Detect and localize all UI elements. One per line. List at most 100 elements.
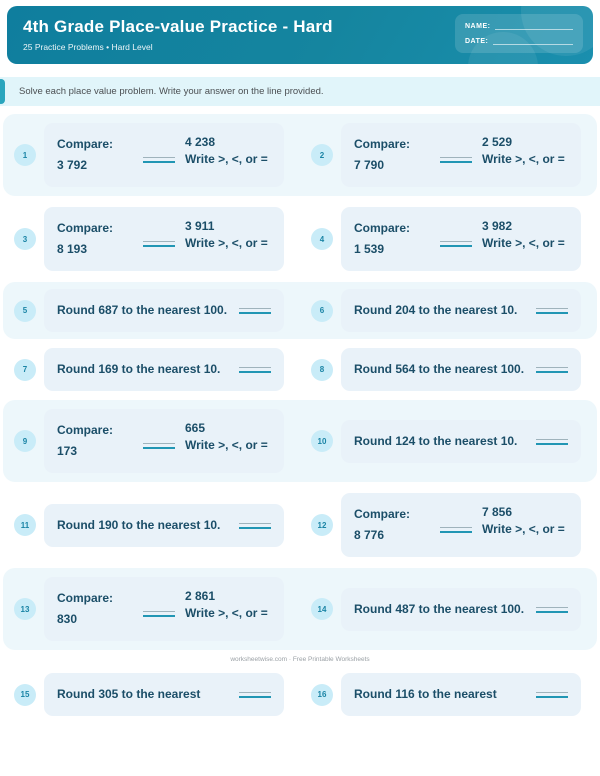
answer-blank[interactable] [536,367,568,373]
answer-blank[interactable] [440,157,472,163]
problem-number-badge: 3 [14,228,36,250]
problem-cell: 1 Compare: 3 792 4 238 Write >, <, or = [3,123,300,187]
answer-blank[interactable] [440,527,472,533]
problem-card: Round 564 to the nearest 100. [341,348,581,391]
round-problem-text: Round 305 to the nearest [57,687,201,701]
problem-number-badge: 5 [14,299,36,322]
compare-left-block: Compare: 173 [57,420,133,462]
compare-right-block: 7 856 Write >, <, or = [482,504,568,546]
compare-right-block: 4 238 Write >, <, or = [185,134,271,176]
answer-line-bottom [536,371,568,373]
problem-number-badge: 8 [311,358,333,381]
round-problem-text: Round 169 to the nearest 10. [57,362,221,376]
answer-blank[interactable] [239,692,271,698]
answer-blank[interactable] [239,367,271,373]
answer-line-top [239,308,271,309]
problem-card: Round 487 to the nearest 100. [341,587,581,631]
answer-line-bottom [239,696,271,698]
problem-card: Compare: 173 665 Write >, <, or = [44,409,284,473]
problem-card: Round 124 to the nearest 10. [341,419,581,463]
problem-row: 1 Compare: 3 792 4 238 Write >, <, or = 2 Comp… [3,114,597,196]
round-problem-text: Round 116 to the nearest [354,687,497,701]
problem-cell: 11 Round 190 to the nearest 10. [3,493,300,557]
problem-card: Compare: 8 776 7 856 Write >, <, or = [341,493,581,557]
compare-right-block: 2 529 Write >, <, or = [482,134,568,176]
problem-number-badge: 1 [14,144,36,166]
problem-cell: 3 Compare: 8 193 3 911 Write >, <, or = [3,207,300,271]
problem-cell: 8 Round 564 to the nearest 100. [300,348,597,391]
round-problem-text: Round 687 to the nearest 100. [57,303,228,317]
answer-line-bottom [143,615,175,617]
answer-line-top [143,241,175,242]
answer-line-bottom [536,610,568,613]
page-title: 4th Grade Place-value Practice - Hard [23,17,333,36]
answer-line-top [239,367,271,368]
name-label: NAME: [465,23,491,30]
compare-right-block: 665 Write >, <, or = [185,420,271,462]
compare-left-block: Compare: 830 [57,588,133,630]
problem-number-badge: 11 [14,514,36,536]
problem-number-badge: 9 [14,430,36,452]
answer-blank[interactable] [536,606,568,613]
round-problem-text: Round 204 to the nearest 10. [354,303,518,317]
problem-card: Round 169 to the nearest 10. [44,348,284,391]
problem-row: 9 Compare: 173 665 Write >, <, or = 10 Round 1… [3,400,597,482]
watermark-text: worksheetwise.com · Free Printable Works… [230,656,370,663]
compare-second-number: 2 861 [185,589,216,603]
problem-card: Round 687 to the nearest 100. [44,289,284,332]
problem-row: 11 Round 190 to the nearest 10. 12 Compare:… [3,484,597,566]
write-hint: Write >, <, or = [185,438,268,453]
date-write-line[interactable] [493,37,573,45]
problem-cell: 14 Round 487 to the nearest 100. [300,577,597,641]
compare-right-block: 3 911 Write >, <, or = [185,218,271,260]
name-write-line[interactable] [495,22,573,30]
round-problem-text: Round 124 to the nearest 10. [354,433,518,448]
write-hint: Write >, <, or = [185,152,268,167]
compare-left-block: Compare: 8 193 [57,218,133,260]
answer-line-bottom [536,312,568,314]
answer-blank[interactable] [536,438,568,445]
compare-prompt: Compare: [57,137,114,151]
answer-line-top [143,443,175,444]
compare-first-number: 830 [57,612,78,626]
answer-blank[interactable] [440,241,472,247]
problem-card: Round 190 to the nearest 10. [44,503,284,547]
problem-number-badge: 14 [311,598,333,620]
answer-line-bottom [536,696,568,698]
problem-row: 5 Round 687 to the nearest 100. 6 Round 204… [3,282,597,339]
compare-second-number: 4 238 [185,135,216,149]
answer-line-top [143,157,175,158]
answer-blank[interactable] [143,241,175,247]
answer-blank[interactable] [536,692,568,698]
answer-blank[interactable] [143,611,175,617]
round-problem-text: Round 190 to the nearest 10. [57,517,221,532]
problem-card: Round 204 to the nearest 10. [341,289,581,332]
compare-left-block: Compare: 1 539 [354,218,430,260]
answer-line-bottom [440,161,472,163]
compare-first-number: 173 [57,444,78,458]
round-problem-text: Round 564 to the nearest 100. [354,362,525,376]
answer-blank[interactable] [143,443,175,449]
name-date-box: NAME: DATE: [455,14,583,53]
compare-first-number: 3 792 [57,158,88,172]
compare-left-block: Compare: 8 776 [354,504,430,546]
problem-cell: 2 Compare: 7 790 2 529 Write >, <, or = [300,123,597,187]
answer-line-top [536,692,568,693]
answer-blank[interactable] [239,308,271,314]
date-label: DATE: [465,38,489,45]
compare-second-number: 3 982 [482,219,513,233]
answer-line-bottom [440,245,472,247]
problem-row: 3 Compare: 8 193 3 911 Write >, <, or = 4 Comp… [3,198,597,280]
compare-second-number: 665 [185,421,206,435]
problem-number-badge: 6 [311,299,333,322]
round-problem-text: Round 487 to the nearest 100. [354,601,525,616]
problem-cell: 4 Compare: 1 539 3 982 Write >, <, or = [300,207,597,271]
problem-row: 13 Compare: 830 2 861 Write >, <, or = 14 Roun… [3,568,597,650]
answer-line-bottom [440,531,472,533]
answer-blank[interactable] [239,522,271,529]
problem-cell: 9 Compare: 173 665 Write >, <, or = [3,409,300,473]
answer-blank[interactable] [536,308,568,314]
answer-blank[interactable] [143,157,175,163]
answer-line-top [239,692,271,693]
write-hint: Write >, <, or = [185,236,268,251]
